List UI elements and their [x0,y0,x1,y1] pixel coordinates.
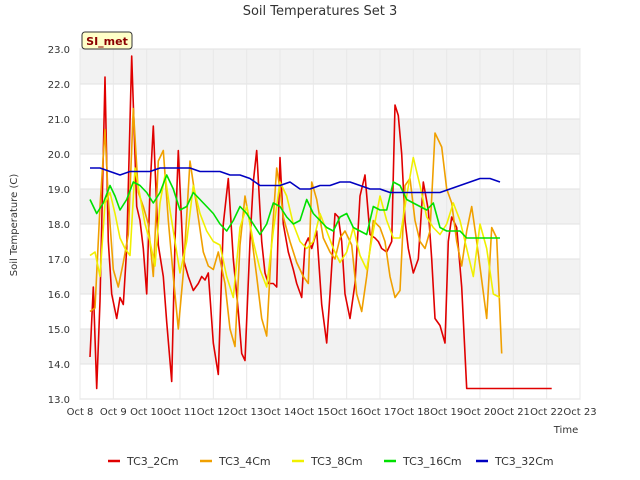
y-tick-label: 21.0 [48,115,70,126]
y-tick-label: 18.0 [48,220,70,231]
x-tick-label: Oct 19 [430,407,463,418]
x-tick-label: Oct 12 [197,407,230,418]
legend-label: TC3_8Cm [310,455,363,468]
chart-title: Soil Temperatures Set 3 [243,4,398,19]
site-label-text: SI_met [86,35,128,48]
plot-band [80,49,580,84]
plot-band [80,119,580,154]
x-axis-ticks: Oct 8 Oct 9 Oct 10 Oct 11 Oct 12 Oct 13 Oct 14… [67,49,597,418]
y-tick-label: 15.0 [48,325,70,336]
x-tick-label: Oct 22 [530,407,563,418]
legend: TC3_2Cm TC3_4Cm TC3_8Cm TC3_16Cm TC3_32Cm [108,455,554,468]
plot-band [80,189,580,224]
y-tick-label: 13.0 [48,395,70,406]
x-tick-label: Oct 21 [497,407,530,418]
x-tick-label: Oct 8 [67,407,94,418]
x-tick-label: Oct 13 [230,407,263,418]
y-tick-label: 23.0 [48,45,70,56]
y-tick-label: 19.0 [48,185,70,196]
x-tick-label: Oct 23 [563,407,596,418]
plot-band [80,84,580,119]
x-tick-label: Oct 14 [263,407,296,418]
x-tick-label: Oct 20 [463,407,496,418]
plot-band [80,364,580,399]
y-tick-label: 17.0 [48,255,70,266]
plot-band [80,329,580,364]
series-line-tc3-2cm [89,55,552,390]
series-lines [89,55,552,390]
y-tick-label: 20.0 [48,150,70,161]
series-line-tc3-8cm [89,156,501,299]
y-tick-label: 14.0 [48,360,70,371]
x-tick-label: Oct 10 [130,407,163,418]
series-line-tc3-4cm [89,107,503,354]
series-line-tc3-32cm [90,167,501,194]
x-tick-label: Oct 15 [297,407,330,418]
legend-label: TC3_4Cm [218,455,271,468]
legend-label: TC3_32Cm [494,455,554,468]
x-tick-label: Oct 9 [100,407,127,418]
x-axis-label: Time [553,425,578,436]
legend-label: TC3_2Cm [126,455,179,468]
y-tick-label: 22.0 [48,80,70,91]
series-line-tc3-16cm [89,174,500,239]
x-tick-label: Oct 11 [163,407,196,418]
site-label-badge: SI_met [81,31,133,50]
y-tick-label: 16.0 [48,290,70,301]
x-tick-label: Oct 17 [363,407,396,418]
legend-label: TC3_16Cm [402,455,462,468]
x-tick-label: Oct 18 [397,407,430,418]
x-tick-label: Oct 16 [330,407,363,418]
y-axis-label: Soil Temperature (C) [9,174,20,277]
